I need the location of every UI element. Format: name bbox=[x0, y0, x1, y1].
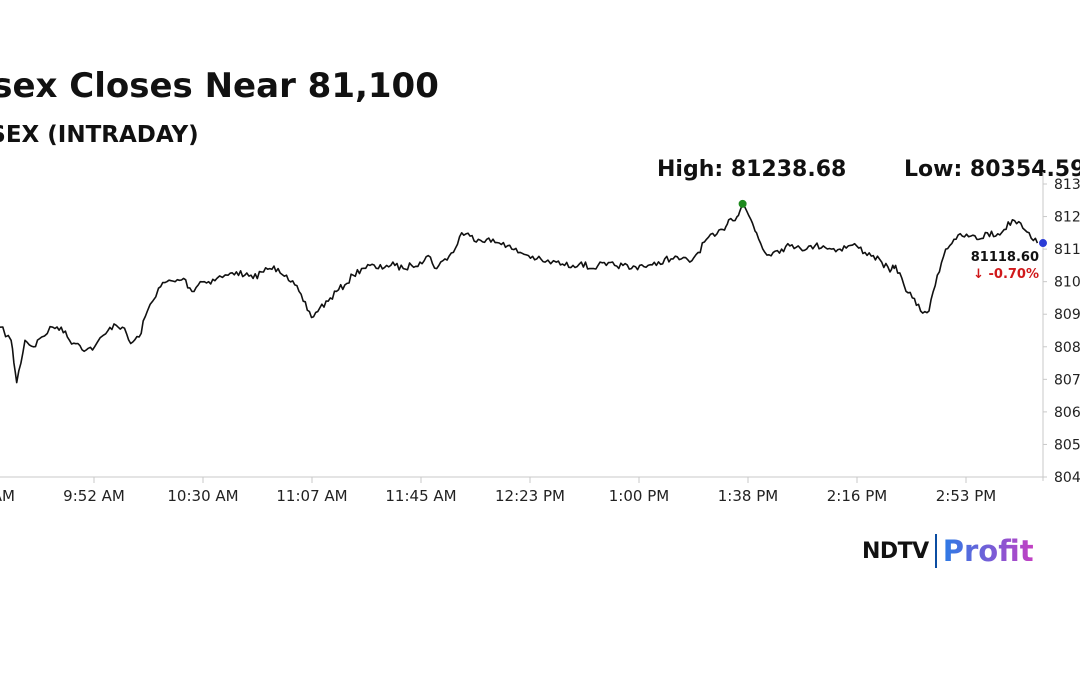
chart-series bbox=[0, 203, 1039, 384]
logo-profit-text: Profit bbox=[942, 534, 1034, 568]
high-point-marker bbox=[738, 199, 747, 208]
y-tick-label: 810 bbox=[1054, 275, 1080, 291]
x-tick-label: 1:38 PM bbox=[718, 487, 778, 505]
chart-axes bbox=[0, 172, 1044, 481]
x-tick-label: 9:52 AM bbox=[63, 487, 125, 505]
y-tick-label: 812 bbox=[1054, 210, 1080, 226]
x-tick-label: 12:23 PM bbox=[495, 487, 565, 505]
logo-divider bbox=[934, 534, 937, 568]
y-tick-label: 809 bbox=[1054, 307, 1080, 323]
sensex-series-line bbox=[0, 203, 1039, 384]
chart-ticks: AM 9:52 AM 10:30 AM 11:07 AM 11:45 AM 12:23 P… bbox=[0, 177, 1080, 505]
x-tick-label: 11:07 AM bbox=[276, 487, 347, 505]
y-tick-label: 811 bbox=[1054, 242, 1080, 258]
chart-subtitle: NSEX (INTRADAY) bbox=[0, 122, 199, 148]
logo-ndtv-text: NDTV bbox=[862, 538, 929, 564]
x-tick-label: 10:30 AM bbox=[167, 487, 238, 505]
y-tick-label: 807 bbox=[1054, 372, 1080, 388]
y-tick-label: 806 bbox=[1054, 405, 1080, 421]
change-percent-label: ↓ -0.70% bbox=[973, 267, 1039, 282]
y-tick-label: 805 bbox=[1054, 437, 1080, 453]
chart-markers: 81118.60 ↓ -0.70% bbox=[738, 199, 1047, 282]
x-tick-label: 1:00 PM bbox=[609, 487, 669, 505]
y-tick-label: 804 bbox=[1054, 470, 1080, 486]
x-tick-label: 2:53 PM bbox=[936, 487, 996, 505]
high-value-label: High: 81238.68 bbox=[657, 157, 847, 182]
ndtv-profit-logo: NDTV Profit bbox=[862, 532, 1034, 570]
y-tick-label: 808 bbox=[1054, 340, 1080, 356]
x-tick-label: AM bbox=[0, 487, 15, 505]
low-value-label: Low: 80354.59 bbox=[904, 157, 1080, 182]
y-tick-label: 813 bbox=[1054, 177, 1080, 193]
last-value-label: 81118.60 bbox=[971, 250, 1039, 265]
x-tick-label: 11:45 AM bbox=[385, 487, 456, 505]
chart-title: nsex Closes Near 81,100 bbox=[0, 66, 439, 106]
last-point-marker bbox=[1039, 239, 1047, 248]
x-tick-label: 2:16 PM bbox=[827, 487, 887, 505]
